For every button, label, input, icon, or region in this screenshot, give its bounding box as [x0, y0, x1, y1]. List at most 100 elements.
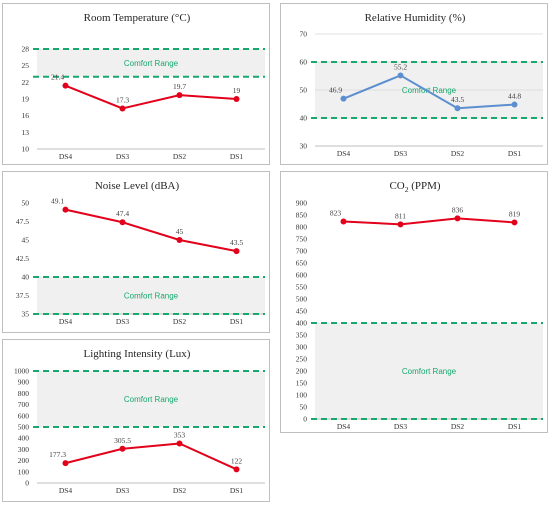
data-label: 305.5 [114, 436, 131, 445]
x-tick-label: DS1 [230, 317, 244, 326]
y-tick-label: 650 [296, 259, 308, 268]
chart-title-main: Room Temperature (°C) [84, 12, 191, 24]
y-tick-label: 600 [18, 411, 30, 420]
data-point [119, 219, 126, 226]
chart-title: Room Temperature (°C) [84, 12, 191, 24]
data-point [233, 96, 240, 102]
noise-svg: Comfort Range 35 37.5 40 42.5 45 47.5 50 DS4 DS3 D… [16, 180, 265, 326]
chart-title-suffix: (PPM) [408, 180, 440, 192]
comfort-band [37, 277, 265, 314]
y-tick-label: 350 [296, 331, 308, 340]
x-tick-label: DS2 [451, 422, 465, 431]
x-tick-label: DS4 [337, 422, 351, 431]
chart-title: CO2 (PPM) [389, 180, 440, 194]
data-point [176, 92, 183, 99]
x-tick-label: DS3 [394, 149, 408, 158]
x-tick-label: DS1 [230, 486, 244, 495]
y-tick-label: 50 [300, 86, 308, 95]
y-tick-label: 450 [296, 307, 308, 316]
y-tick-label: 19 [22, 95, 30, 104]
comfort-range-label: Comfort Range [402, 367, 457, 376]
y-tick-label: 750 [296, 235, 308, 244]
y-tick-label: 22 [22, 78, 30, 87]
series-line [343, 217, 515, 226]
data-label: 17.3 [116, 95, 129, 104]
room-temperature-chart: Comfort Range 10 13 16 19 22 25 28 DS4 DS3 DS2 DS1 R… [2, 3, 270, 165]
comfort-range-label: Comfort Range [124, 59, 179, 68]
x-tick-label: DS1 [508, 422, 522, 431]
y-tick-label: 200 [18, 456, 30, 465]
data-label: 46.9 [329, 86, 342, 95]
data-label: 43.5 [230, 238, 243, 247]
y-tick-label: 10 [22, 145, 30, 154]
data-point [340, 218, 347, 225]
data-label: 836 [452, 205, 464, 214]
y-tick-label: 13 [22, 128, 30, 137]
y-tick-label: 800 [18, 389, 30, 398]
y-tick-label: 600 [296, 271, 308, 280]
y-tick-label: 100 [296, 391, 308, 400]
data-point [176, 440, 183, 447]
y-tick-label: 550 [296, 283, 308, 292]
data-point [62, 206, 69, 213]
y-tick-label: 1000 [14, 367, 29, 376]
chart-title-main: CO [389, 180, 404, 192]
comfort-range-label: Comfort Range [124, 395, 179, 404]
y-tick-label: 50 [22, 199, 30, 208]
chart-title: Relative Humidity (%) [365, 12, 466, 24]
data-label: 811 [395, 211, 406, 220]
y-tick-label: 40 [22, 273, 30, 282]
x-tick-label: DS2 [173, 317, 187, 326]
y-tick-label: 45 [22, 236, 30, 245]
data-point [62, 82, 69, 89]
chart-title: Noise Level (dBA) [95, 180, 180, 192]
series-line [65, 442, 237, 471]
data-label: 45 [176, 227, 184, 236]
y-tick-label: 300 [18, 445, 30, 454]
data-label: 353 [174, 430, 186, 439]
series-line [65, 208, 237, 253]
x-tick-label: DS4 [59, 486, 73, 495]
x-tick-label: DS3 [394, 422, 408, 431]
y-tick-label: 700 [18, 400, 30, 409]
data-point [119, 445, 126, 452]
comfort-range-label: Comfort Range [402, 86, 457, 95]
data-point [397, 72, 404, 79]
y-tick-label: 850 [296, 211, 308, 220]
chart-title-main: Relative Humidity (%) [365, 12, 466, 24]
data-point [511, 219, 518, 226]
series-line [65, 84, 237, 110]
y-tick-label: 900 [18, 378, 30, 387]
data-point [62, 460, 69, 467]
light-svg: Comfort Range 0 100 200 300 400 500 600 700 800 90… [14, 348, 265, 495]
data-point [340, 95, 347, 102]
y-tick-label: 500 [18, 423, 30, 432]
data-point [511, 101, 518, 108]
y-tick-label: 47.5 [16, 217, 29, 226]
data-point [233, 466, 240, 473]
y-tick-label: 60 [300, 58, 308, 67]
y-tick-label: 250 [296, 355, 308, 364]
y-tick-label: 30 [300, 142, 308, 151]
data-point [397, 221, 404, 228]
y-tick-label: 70 [300, 30, 308, 39]
data-point [454, 105, 461, 112]
y-tick-label: 37.5 [16, 291, 29, 300]
co2-chart: Comfort Range 0 50 100 150 200 250 300 350 400 450… [280, 171, 548, 433]
y-tick-label: 16 [22, 111, 30, 120]
data-point [454, 215, 461, 222]
co2-svg: Comfort Range 0 50 100 150 200 250 300 350 400 450… [296, 180, 543, 431]
y-tick-label: 42.5 [16, 254, 29, 263]
data-label: 47.4 [116, 209, 129, 218]
y-tick-label: 0 [303, 415, 307, 424]
x-tick-label: DS4 [337, 149, 351, 158]
data-label: 55.2 [394, 62, 407, 71]
x-tick-label: DS2 [451, 149, 465, 158]
y-tick-label: 200 [296, 367, 308, 376]
data-point [233, 248, 240, 255]
noise-level-chart: Comfort Range 35 37.5 40 42.5 45 47.5 50 DS4 DS3 D… [2, 171, 270, 333]
data-label: 49.1 [51, 197, 64, 206]
temp-svg: Comfort Range 10 13 16 19 22 25 28 DS4 DS3 DS2 DS1 R… [22, 12, 265, 161]
y-tick-label: 300 [296, 343, 308, 352]
hum-svg: Comfort Range 30 40 50 60 70 DS4 DS3 DS2 DS1 Relat… [300, 12, 543, 158]
